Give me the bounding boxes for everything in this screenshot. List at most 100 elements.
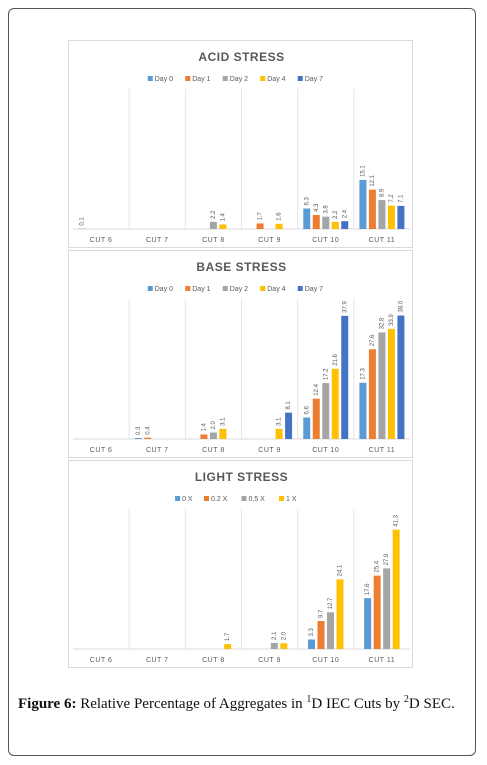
bar xyxy=(387,205,395,229)
bar xyxy=(256,223,264,229)
bar xyxy=(200,434,208,439)
chart-title: ACID STRESS xyxy=(198,50,284,64)
value-label: 8.1 xyxy=(286,401,292,410)
value-label: 2.1 xyxy=(272,631,278,640)
bar xyxy=(317,620,325,649)
value-label: 38.0 xyxy=(398,300,404,312)
caption-text: D SEC. xyxy=(408,696,455,712)
legend-swatch xyxy=(260,286,266,291)
bar xyxy=(312,398,320,439)
bar xyxy=(209,221,217,229)
x-tick-label: CUT 11 xyxy=(369,237,395,244)
value-label: 12.1 xyxy=(370,174,376,186)
legend-label: Day 2 xyxy=(230,76,248,83)
bar xyxy=(397,205,405,229)
legend-label: 0 X xyxy=(182,496,193,503)
bar xyxy=(303,417,311,439)
legend-swatch xyxy=(297,76,303,81)
value-label: 2.2 xyxy=(333,210,339,219)
legend-label: Day 7 xyxy=(305,286,323,293)
value-label: 33.9 xyxy=(389,313,395,325)
legend-swatch xyxy=(185,76,191,81)
x-tick-label: CUT 7 xyxy=(146,657,169,664)
value-label: 7.2 xyxy=(389,194,395,203)
value-label: 1.7 xyxy=(258,211,264,220)
legend-swatch xyxy=(297,286,303,291)
bar xyxy=(209,432,217,439)
x-tick-label: CUT 6 xyxy=(90,447,113,454)
legend-label: 0.5 X xyxy=(249,496,266,503)
bar xyxy=(144,437,152,439)
bar xyxy=(397,315,405,439)
caption-sup: 1 xyxy=(306,694,312,705)
legend-label: Day 0 xyxy=(155,76,173,83)
bar xyxy=(364,598,372,649)
value-label: 6.3 xyxy=(304,197,310,206)
value-label: 9.7 xyxy=(319,609,325,618)
value-label: 6.6 xyxy=(304,406,310,415)
x-tick-label: CUT 6 xyxy=(90,657,113,664)
value-label: 17.2 xyxy=(323,368,329,380)
bar xyxy=(383,568,391,649)
value-label: 2.0 xyxy=(281,631,287,640)
caption: Figure 6: Relative Percentage of Aggrega… xyxy=(18,690,468,714)
x-tick-label: CUT 10 xyxy=(312,657,339,664)
value-label: 1.7 xyxy=(225,632,231,641)
value-label: 25.4 xyxy=(375,560,381,572)
bar xyxy=(368,349,376,439)
legend-swatch xyxy=(241,496,247,501)
bar xyxy=(341,315,349,439)
legend-label: Day 1 xyxy=(192,286,210,293)
legend-label: Day 1 xyxy=(192,76,210,83)
chart-title: LIGHT STRESS xyxy=(195,470,288,484)
bar xyxy=(341,221,349,229)
bar xyxy=(359,382,367,439)
value-label: 2.0 xyxy=(211,420,217,429)
bar xyxy=(219,428,227,439)
bar xyxy=(331,368,339,439)
legend-swatch xyxy=(175,496,181,501)
value-label: 7.1 xyxy=(398,194,404,203)
legend-label: Day 4 xyxy=(267,286,285,293)
value-label: 3.3 xyxy=(309,627,315,636)
bar xyxy=(303,208,311,229)
x-tick-label: CUT 9 xyxy=(258,237,281,244)
x-tick-label: CUT 8 xyxy=(202,447,225,454)
x-tick-label: CUT 11 xyxy=(369,657,395,664)
legend-label: Day 2 xyxy=(230,286,248,293)
value-label: 2.2 xyxy=(211,210,217,219)
figure-frame xyxy=(8,8,476,756)
bar xyxy=(392,529,400,649)
x-tick-label: CUT 6 xyxy=(90,237,113,244)
bar xyxy=(275,223,283,229)
bar xyxy=(373,575,381,649)
x-tick-label: CUT 7 xyxy=(146,237,169,244)
bar xyxy=(387,328,395,439)
x-tick-label: CUT 8 xyxy=(202,237,225,244)
chart: LIGHT STRESS 0 X 0.2 X 0.5 X 1 X CUT 6 CUT 7 CU… xyxy=(68,460,413,668)
legend-swatch xyxy=(222,286,228,291)
value-label: 3.8 xyxy=(323,205,329,214)
caption-text: Relative Percentage of Aggregates in xyxy=(76,696,307,712)
value-label: 3.1 xyxy=(277,417,283,426)
value-label: 27.6 xyxy=(370,334,376,346)
legend-label: Day 4 xyxy=(267,76,285,83)
bar xyxy=(378,332,386,439)
bar xyxy=(280,643,288,649)
value-label: 1.6 xyxy=(277,212,283,221)
bar xyxy=(359,179,367,229)
bar xyxy=(285,412,293,439)
bar xyxy=(134,438,142,439)
chart: BASE STRESS Day 0 Day 1 Day 2 Day 4 Day 7 CUT … xyxy=(68,250,413,458)
bar xyxy=(308,639,315,649)
value-label: 1.4 xyxy=(201,422,207,431)
value-label: 8.9 xyxy=(379,188,385,197)
bar xyxy=(270,642,278,649)
value-label: 17.3 xyxy=(360,367,366,379)
value-label: 17.6 xyxy=(365,583,371,595)
x-tick-label: CUT 9 xyxy=(258,447,281,454)
value-label: 4.3 xyxy=(314,203,320,212)
bar xyxy=(312,215,320,229)
bar xyxy=(322,383,330,439)
